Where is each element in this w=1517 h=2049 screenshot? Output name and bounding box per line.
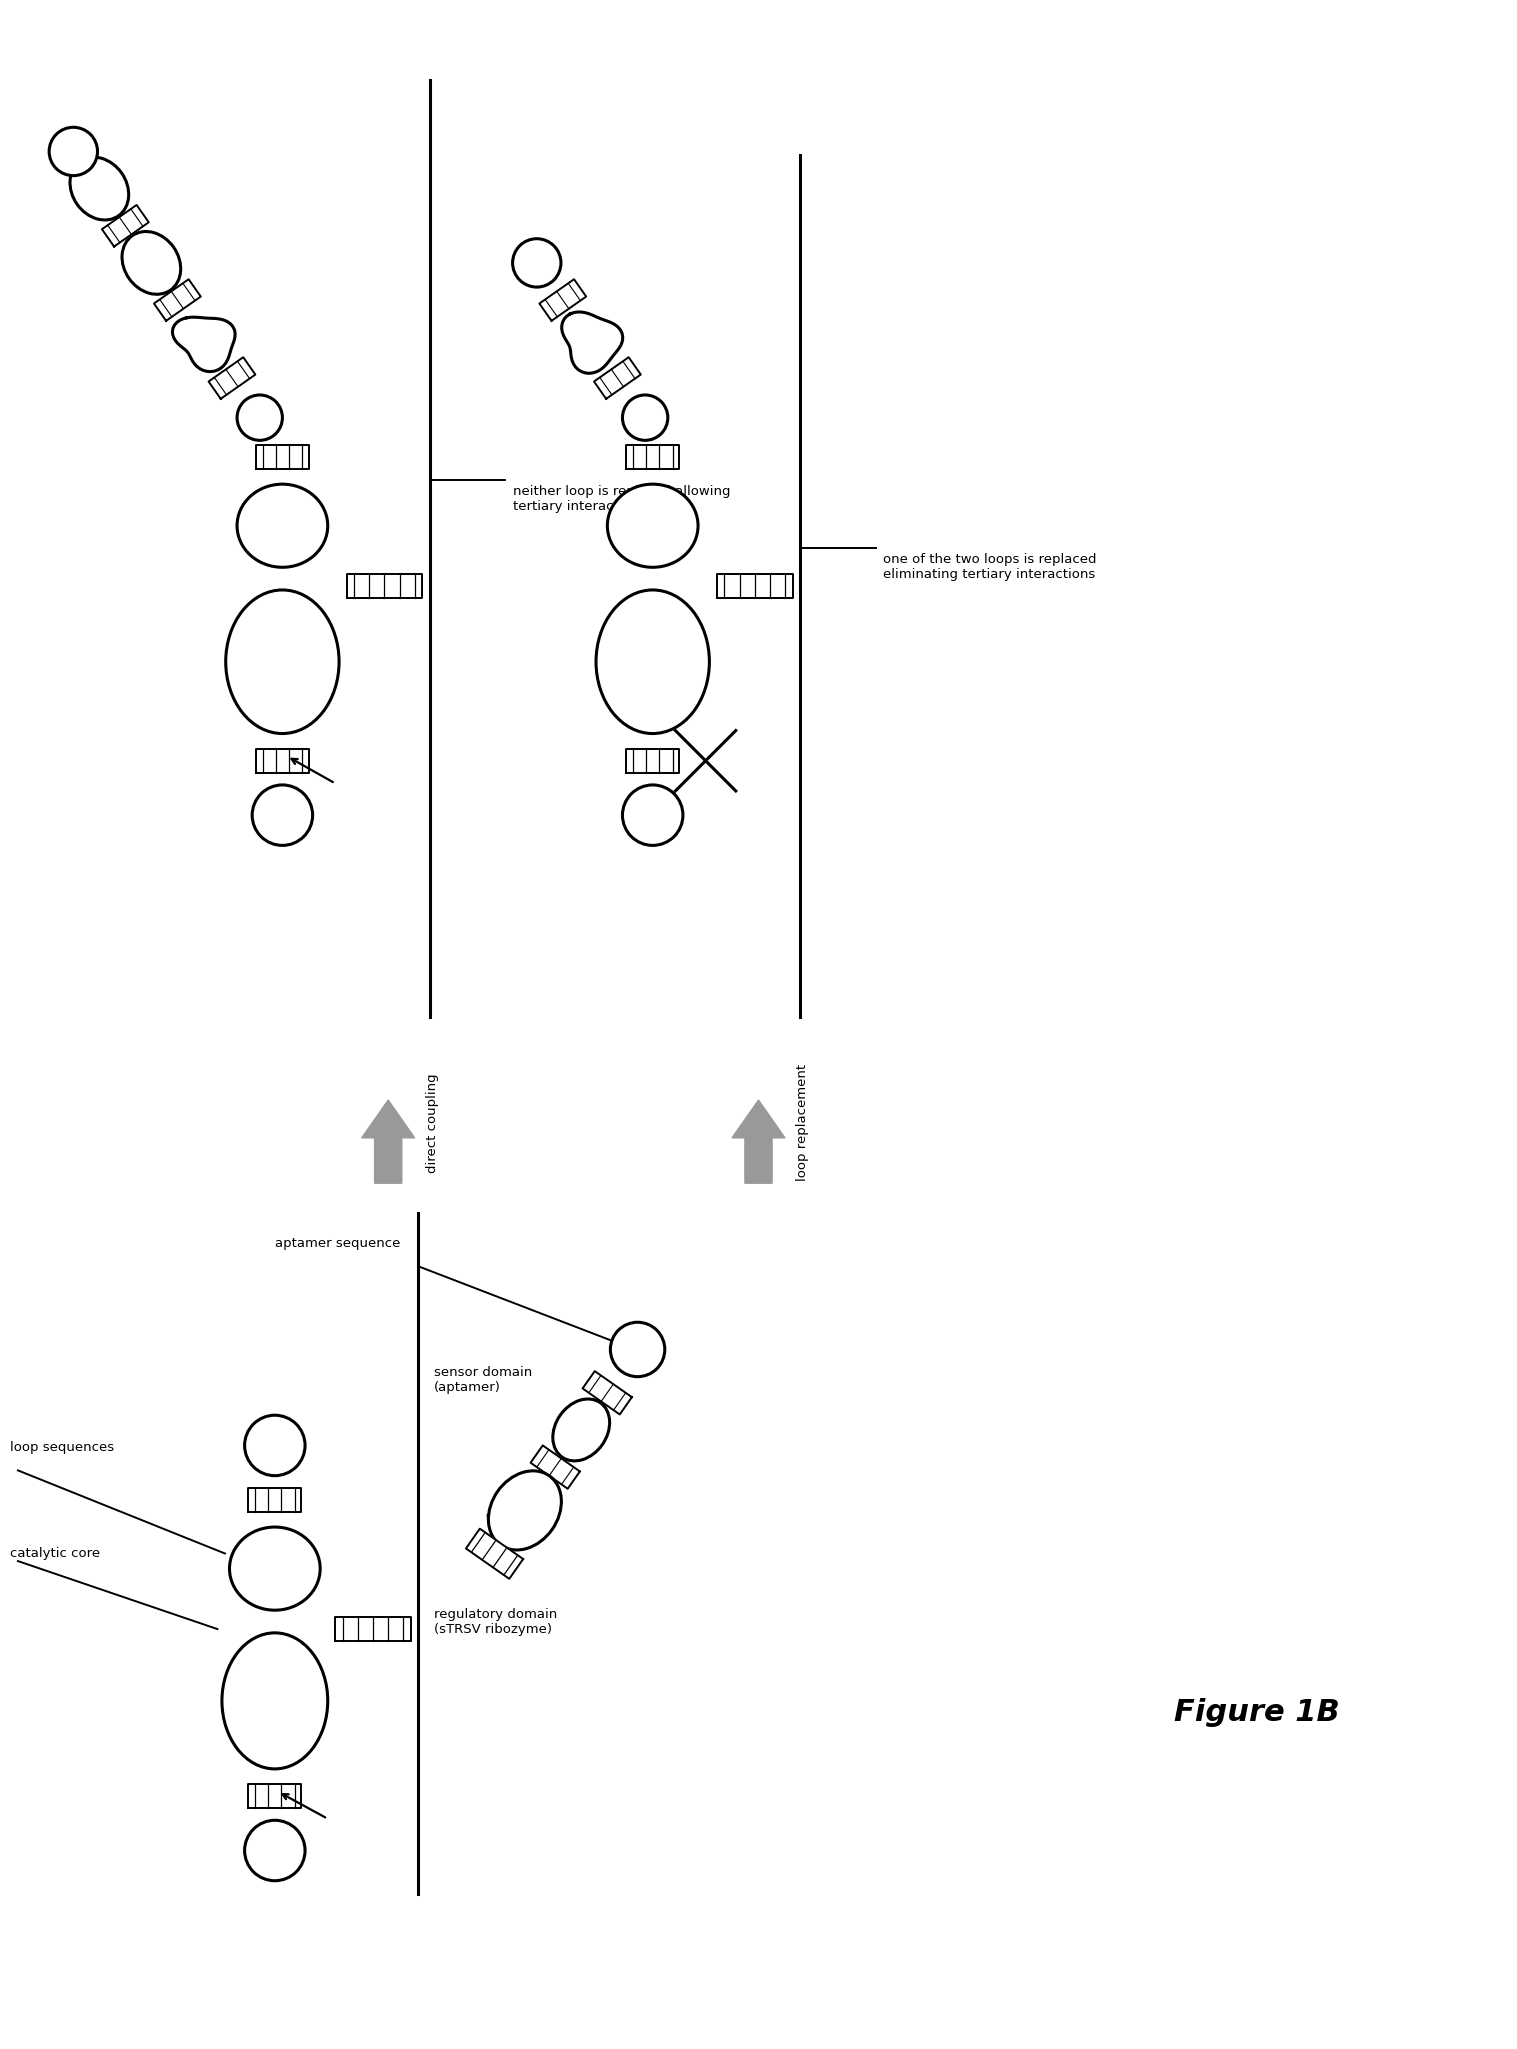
Text: +: + (484, 1504, 505, 1529)
Circle shape (622, 395, 667, 441)
Circle shape (252, 785, 313, 846)
Text: one of the two loops is replaced
eliminating tertiary interactions: one of the two loops is replaced elimina… (883, 553, 1097, 582)
Circle shape (244, 1820, 305, 1881)
Circle shape (244, 1416, 305, 1475)
Text: catalytic core: catalytic core (11, 1547, 100, 1559)
Ellipse shape (226, 590, 340, 734)
Polygon shape (718, 574, 792, 598)
Polygon shape (595, 357, 640, 400)
Polygon shape (627, 748, 680, 772)
Ellipse shape (221, 1633, 328, 1768)
Circle shape (49, 127, 97, 176)
Circle shape (513, 240, 561, 287)
Polygon shape (256, 445, 309, 469)
FancyArrow shape (733, 1100, 784, 1182)
Text: neither loop is replaced allowing
tertiary interactions: neither loop is replaced allowing tertia… (513, 486, 730, 512)
Ellipse shape (596, 590, 710, 734)
Polygon shape (102, 205, 149, 246)
Polygon shape (249, 1488, 302, 1512)
Ellipse shape (488, 1471, 561, 1549)
Polygon shape (466, 1529, 523, 1580)
Text: loop sequences: loop sequences (11, 1440, 114, 1455)
Ellipse shape (552, 1399, 610, 1461)
Polygon shape (540, 279, 586, 322)
Text: loop replacement: loop replacement (796, 1063, 809, 1182)
Polygon shape (583, 1371, 633, 1414)
Polygon shape (208, 357, 255, 400)
Polygon shape (153, 279, 200, 322)
FancyArrow shape (361, 1100, 414, 1182)
Ellipse shape (121, 232, 181, 295)
Text: regulatory domain
(sTRSV ribozyme): regulatory domain (sTRSV ribozyme) (434, 1608, 557, 1635)
Circle shape (237, 395, 282, 441)
Ellipse shape (237, 484, 328, 568)
Polygon shape (561, 311, 622, 373)
Polygon shape (249, 1785, 302, 1807)
Ellipse shape (70, 158, 129, 219)
Ellipse shape (229, 1527, 320, 1611)
Text: direct coupling: direct coupling (426, 1074, 438, 1172)
Polygon shape (346, 574, 422, 598)
Ellipse shape (607, 484, 698, 568)
Polygon shape (256, 748, 309, 772)
Polygon shape (627, 445, 680, 469)
Text: sensor domain
(aptamer): sensor domain (aptamer) (434, 1367, 532, 1393)
Text: aptamer sequence: aptamer sequence (275, 1238, 400, 1250)
Polygon shape (173, 318, 235, 371)
Polygon shape (335, 1617, 411, 1641)
Polygon shape (531, 1445, 579, 1490)
Circle shape (610, 1322, 664, 1377)
Text: Figure 1B: Figure 1B (1174, 1699, 1340, 1727)
Circle shape (622, 785, 683, 846)
